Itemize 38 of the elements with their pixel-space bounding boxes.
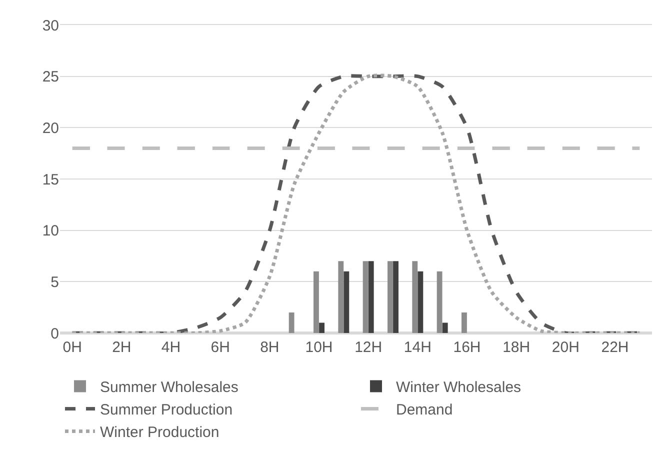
legend-label: Demand bbox=[396, 402, 453, 419]
x-tick-label: 10H bbox=[305, 339, 333, 356]
bar bbox=[368, 261, 374, 333]
bar bbox=[288, 312, 294, 333]
x-tick-label: 14H bbox=[404, 339, 432, 356]
bar bbox=[344, 271, 350, 333]
x-tick-label: 8H bbox=[260, 339, 280, 356]
bar bbox=[436, 271, 442, 333]
legend-label: Summer Production bbox=[100, 402, 233, 419]
x-tick-label: 2H bbox=[112, 339, 132, 356]
x-tick-label: 12H bbox=[354, 339, 382, 356]
bar bbox=[418, 271, 424, 333]
bar bbox=[362, 261, 368, 333]
y-tick-label: 30 bbox=[42, 17, 59, 34]
bar bbox=[319, 322, 324, 333]
y-tick-label: 10 bbox=[42, 222, 59, 240]
x-tick-label: 6H bbox=[210, 339, 230, 356]
bar bbox=[314, 271, 319, 333]
x-tick-label: 18H bbox=[502, 339, 530, 356]
x-tick-label: 20H bbox=[552, 339, 580, 356]
legend-label: Summer Wholesales bbox=[100, 379, 238, 396]
legend-label: Winter Wholesales bbox=[396, 379, 522, 396]
bar bbox=[442, 322, 448, 333]
y-tick-label: 5 bbox=[50, 274, 59, 291]
x-tick-label: 16H bbox=[453, 339, 481, 356]
bar bbox=[338, 261, 344, 333]
x-tick-label: 0H bbox=[62, 339, 82, 356]
bar bbox=[462, 312, 467, 333]
bar bbox=[412, 261, 418, 333]
y-tick-label: 25 bbox=[42, 68, 59, 86]
x-tick-label: 22H bbox=[601, 339, 629, 356]
bar bbox=[393, 261, 398, 333]
legend-label: Winter Production bbox=[100, 424, 220, 442]
y-tick-label: 15 bbox=[42, 171, 59, 188]
y-tick-label: 20 bbox=[42, 120, 59, 137]
bar bbox=[388, 261, 393, 333]
x-tick-label: 4H bbox=[161, 339, 181, 356]
y-tick-label: 0 bbox=[50, 325, 59, 342]
